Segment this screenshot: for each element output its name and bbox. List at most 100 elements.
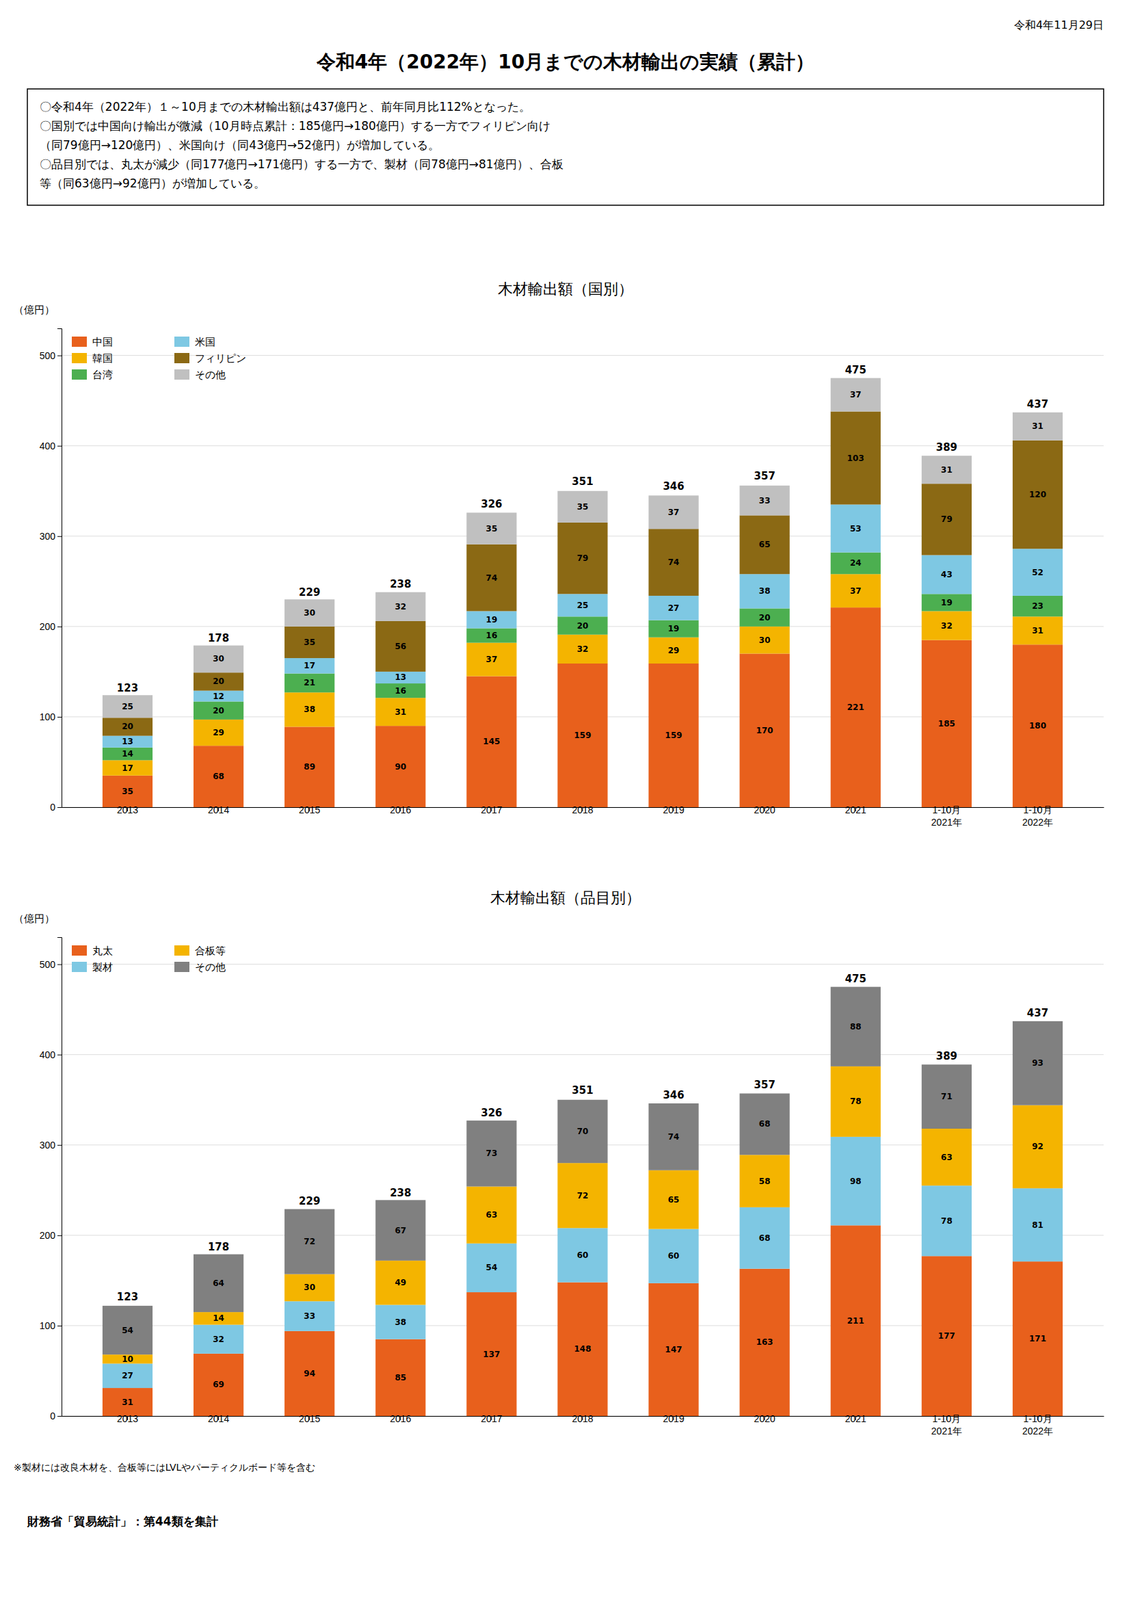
legend-item: 製材 — [71, 960, 113, 974]
data-label: 170 — [756, 725, 774, 736]
bar-segment — [830, 573, 881, 608]
legend-label: 韓国 — [92, 352, 113, 365]
series — [102, 1224, 1063, 1416]
y-tick-mark — [57, 1415, 62, 1417]
text-line: 2020 — [754, 1412, 776, 1424]
total-label: 238 — [389, 577, 411, 591]
bar-segment — [375, 1304, 426, 1339]
legend-label: 製材 — [92, 960, 113, 974]
x-tick: 2013 — [116, 804, 139, 816]
data-label: 69 — [212, 1379, 225, 1389]
data-label: 65 — [759, 539, 771, 550]
data-label: 68 — [759, 1118, 771, 1129]
legend-swatch — [174, 945, 190, 956]
y-axis: 0100200300400500 — [39, 328, 63, 813]
data-label: 90 — [394, 761, 407, 772]
bar-segment — [193, 1353, 244, 1416]
chart: 木材輸出額（国別）（億円）356889901451591591702211851… — [13, 280, 1105, 828]
x-tick: 2016 — [389, 1412, 411, 1424]
legend-item: フィリピン — [174, 352, 247, 365]
data-label: 31 — [1031, 625, 1044, 636]
bar-segment — [557, 593, 608, 617]
data-label: 147 — [665, 1344, 683, 1354]
legend-label: 米国 — [194, 335, 216, 349]
bar-segment — [284, 657, 335, 673]
data-label: 74 — [668, 557, 680, 567]
total-label: 229 — [298, 1194, 321, 1207]
bar-segment — [830, 378, 881, 412]
legend-swatch — [174, 352, 190, 364]
bar-segment — [648, 1102, 699, 1170]
bar-segment — [921, 1255, 972, 1416]
y-tick-label: 0 — [49, 1409, 56, 1421]
y-tick-label: 500 — [39, 958, 57, 970]
chart-title: 木材輸出額（国別） — [497, 280, 634, 298]
bar-segment — [557, 1227, 608, 1282]
x-tick-label: 2021 — [845, 1412, 867, 1424]
data-label: 25 — [577, 600, 589, 610]
y-tick-mark — [57, 355, 62, 357]
bar-segment — [1012, 644, 1063, 807]
bar-segment — [739, 653, 790, 807]
text-line: ※製材には改良木材を、合板等にはLVLやパーティクルボード等を含む — [13, 1461, 316, 1473]
bar-segment — [1012, 616, 1063, 645]
y-tick: 400 — [39, 1048, 62, 1060]
data-label: 177 — [938, 1330, 956, 1341]
text-line: 2022年 — [1022, 1425, 1054, 1436]
bar-segment — [102, 1353, 153, 1363]
data-label: 14 — [121, 748, 134, 759]
bar-segment — [466, 1120, 517, 1186]
data-label: 32 — [940, 620, 953, 631]
data-label: 38 — [759, 586, 771, 596]
bar-segment — [1012, 1187, 1063, 1261]
bar-segment — [284, 599, 335, 627]
x-tick-label: 1-10月2022年 — [1022, 1412, 1054, 1436]
bar-segment — [739, 1206, 790, 1269]
text-line: 2017 — [480, 804, 502, 816]
data-label: 67 — [394, 1225, 407, 1235]
y-tick-mark — [57, 1144, 62, 1146]
data-label: 10 — [121, 1353, 134, 1364]
x-tick-label: 2013 — [116, 1412, 139, 1424]
y-tick-label: 100 — [39, 1319, 57, 1331]
bar-segment — [102, 747, 153, 760]
data-label: 73 — [486, 1148, 498, 1158]
bar-segment — [375, 1260, 426, 1305]
x-tick: 2014 — [207, 804, 230, 816]
total-label: 389 — [936, 441, 958, 454]
y-axis-label: （億円） — [13, 303, 55, 316]
data-label: 72 — [303, 1236, 316, 1246]
bar-segment — [739, 607, 790, 626]
data-label: 32 — [577, 644, 589, 654]
text-line: 2019 — [663, 804, 685, 816]
data-label: 27 — [121, 1370, 134, 1380]
legend-label: 台湾 — [92, 368, 113, 381]
data-label: 19 — [668, 623, 680, 634]
text-line: 〇令和4年（2022年）１～10月までの木材輸出額は437億円と、前年同月比11… — [39, 99, 531, 114]
bar-segment — [648, 663, 699, 807]
data-label: 54 — [121, 1325, 134, 1335]
text-line: 2014 — [207, 1412, 230, 1424]
data-label: 21 — [303, 677, 316, 688]
total-label: 123 — [116, 1290, 139, 1303]
bar-segment — [739, 626, 790, 654]
legend-swatch — [174, 336, 190, 347]
data-label: 54 — [486, 1262, 498, 1272]
text-box — [27, 88, 1104, 206]
bar-segment — [102, 1387, 153, 1416]
series — [102, 1136, 1063, 1388]
data-label: 103 — [847, 453, 865, 463]
data-label: 13 — [121, 736, 134, 747]
data-label: 31 — [394, 707, 407, 717]
text-line: 2021 — [845, 1412, 867, 1424]
bar-segment — [739, 573, 790, 608]
data-label: 30 — [303, 607, 316, 618]
bar-segment — [830, 1136, 881, 1225]
data-label: 37 — [668, 507, 680, 517]
legend-label: 合板等 — [194, 944, 226, 957]
bar-segment — [284, 673, 335, 693]
data-labels: 3568899014515915917022118518017293831373… — [121, 389, 1047, 796]
total-label: 326 — [480, 1106, 502, 1119]
series — [102, 504, 1063, 748]
bar-segment — [375, 620, 426, 672]
